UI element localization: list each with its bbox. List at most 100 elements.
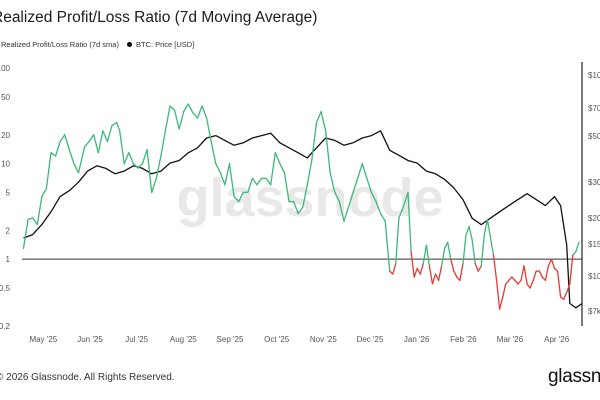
ratio-series-segment[interactable] [93, 134, 99, 154]
ratio-series-segment[interactable] [413, 267, 418, 278]
ratio-series-segment[interactable] [419, 262, 424, 275]
ratio-series-segment[interactable] [59, 134, 66, 143]
ratio-series-segment[interactable] [553, 267, 559, 272]
ratio-series-segment[interactable] [529, 279, 534, 289]
ratio-series-segment[interactable] [398, 210, 403, 219]
ratio-series-segment[interactable] [440, 247, 446, 267]
ratio-series-segment[interactable] [292, 200, 299, 215]
ratio-series-segment[interactable] [320, 110, 327, 132]
ratio-series-segment[interactable] [474, 262, 479, 272]
ratio-series-segment[interactable] [395, 217, 400, 265]
ratio-series-segment[interactable] [492, 254, 498, 282]
ratio-series-segment[interactable] [210, 140, 217, 165]
ratio-series-segment[interactable] [357, 162, 363, 180]
ratio-series-segment[interactable] [523, 265, 528, 285]
ratio-series-segment[interactable] [495, 279, 501, 310]
ratio-series-segment[interactable] [64, 134, 70, 151]
ratio-series-segment[interactable] [428, 265, 434, 285]
ratio-series-segment[interactable] [41, 187, 48, 198]
ratio-series-segment[interactable] [450, 258, 455, 272]
ratio-series-segment[interactable] [36, 196, 43, 226]
ratio-series-segment[interactable] [379, 212, 386, 222]
ratio-series-segment[interactable] [106, 124, 113, 143]
ratio-series-segment[interactable] [155, 155, 162, 180]
ratio-series-segment[interactable] [141, 148, 148, 165]
ratio-series-segment[interactable] [410, 250, 415, 278]
ratio-series-segment[interactable] [486, 218, 492, 238]
ratio-series-segment[interactable] [123, 152, 130, 165]
ratio-series-segment[interactable] [45, 152, 52, 190]
ratio-series-segment[interactable] [538, 270, 543, 278]
ratio-series-segment[interactable] [311, 121, 318, 161]
ratio-series-segment[interactable] [566, 283, 571, 293]
ratio-series-segment[interactable] [489, 236, 495, 256]
ratio-series-segment[interactable] [352, 177, 359, 194]
ratio-series-segment[interactable] [334, 191, 341, 203]
glassnode-logo[interactable]: glassnode [548, 366, 600, 387]
ratio-series-segment[interactable] [178, 110, 185, 130]
ratio-series-segment[interactable] [444, 241, 449, 249]
ratio-series-segment[interactable] [247, 177, 254, 194]
ratio-series-segment[interactable] [572, 250, 577, 256]
ratio-series-segment[interactable] [205, 117, 212, 143]
ratio-series-segment[interactable] [27, 217, 34, 221]
ratio-series-segment[interactable] [119, 130, 125, 165]
ratio-series-segment[interactable] [556, 270, 562, 298]
ratio-series-segment[interactable] [502, 283, 507, 298]
legend-item-price[interactable]: BTC: Price [USD] [126, 40, 194, 49]
ratio-series-segment[interactable] [151, 177, 157, 194]
ratio-series-segment[interactable] [508, 276, 513, 282]
ratio-series-segment[interactable] [459, 262, 464, 282]
ratio-series-segment[interactable] [422, 244, 428, 265]
ratio-series-segment[interactable] [22, 218, 29, 249]
ratio-series-segment[interactable] [54, 140, 61, 157]
legend-item-ratio[interactable]: Realized Profit/Loss Ratio (7d sma) [0, 40, 119, 49]
ratio-series-segment[interactable] [370, 191, 377, 203]
ratio-series-segment[interactable] [83, 140, 90, 148]
ratio-series-segment[interactable] [563, 291, 568, 301]
ratio-series-segment[interactable] [416, 267, 421, 275]
ratio-series-segment[interactable] [77, 146, 86, 174]
ratio-series-segment[interactable] [68, 148, 75, 165]
ratio-series-segment[interactable] [575, 241, 580, 253]
ratio-series-segment[interactable] [251, 177, 258, 186]
ratio-series-segment[interactable] [407, 191, 412, 253]
ratio-series-segment[interactable] [505, 279, 510, 285]
ratio-series-segment[interactable] [375, 200, 382, 215]
ratio-series-segment[interactable] [453, 270, 458, 278]
ratio-series-segment[interactable] [238, 191, 244, 203]
ratio-series-segment[interactable] [425, 244, 431, 267]
ratio-series-segment[interactable] [434, 273, 440, 282]
ratio-series-segment[interactable] [201, 105, 208, 119]
ratio-series-segment[interactable] [224, 162, 231, 186]
ratio-series-segment[interactable] [111, 121, 118, 127]
ratio-series-segment[interactable] [384, 220, 391, 272]
ratio-series-segment[interactable] [279, 162, 286, 174]
ratio-series-segment[interactable] [160, 130, 167, 157]
ratio-series-segment[interactable] [343, 206, 350, 222]
ratio-series-segment[interactable] [544, 265, 550, 282]
ratio-series-segment[interactable] [274, 152, 281, 165]
ratio-series-segment[interactable] [132, 162, 139, 169]
ratio-series-segment[interactable] [32, 217, 38, 226]
ratio-series-segment[interactable] [366, 177, 373, 194]
ratio-series-segment[interactable] [315, 110, 322, 124]
ratio-series-segment[interactable] [532, 270, 537, 282]
ratio-series-segment[interactable] [520, 265, 525, 282]
ratio-series-segment[interactable] [462, 234, 467, 265]
ratio-series-segment[interactable] [228, 162, 235, 198]
ratio-series-segment[interactable] [431, 273, 437, 285]
ratio-series-segment[interactable] [270, 152, 276, 186]
ratio-series-segment[interactable] [511, 276, 516, 282]
ratio-series-segment[interactable] [50, 152, 57, 157]
ratio-series-segment[interactable] [256, 177, 263, 186]
ratio-series-segment[interactable] [338, 200, 345, 222]
ratio-series-segment[interactable] [526, 283, 531, 289]
ratio-series-segment[interactable] [468, 225, 473, 241]
ratio-series-segment[interactable] [297, 206, 304, 215]
ratio-series-segment[interactable] [128, 152, 135, 165]
ratio-series-segment[interactable] [215, 162, 222, 174]
ratio-series-segment[interactable] [88, 134, 95, 143]
ratio-series-segment[interactable] [306, 158, 313, 186]
ratio-series-segment[interactable] [483, 218, 489, 236]
